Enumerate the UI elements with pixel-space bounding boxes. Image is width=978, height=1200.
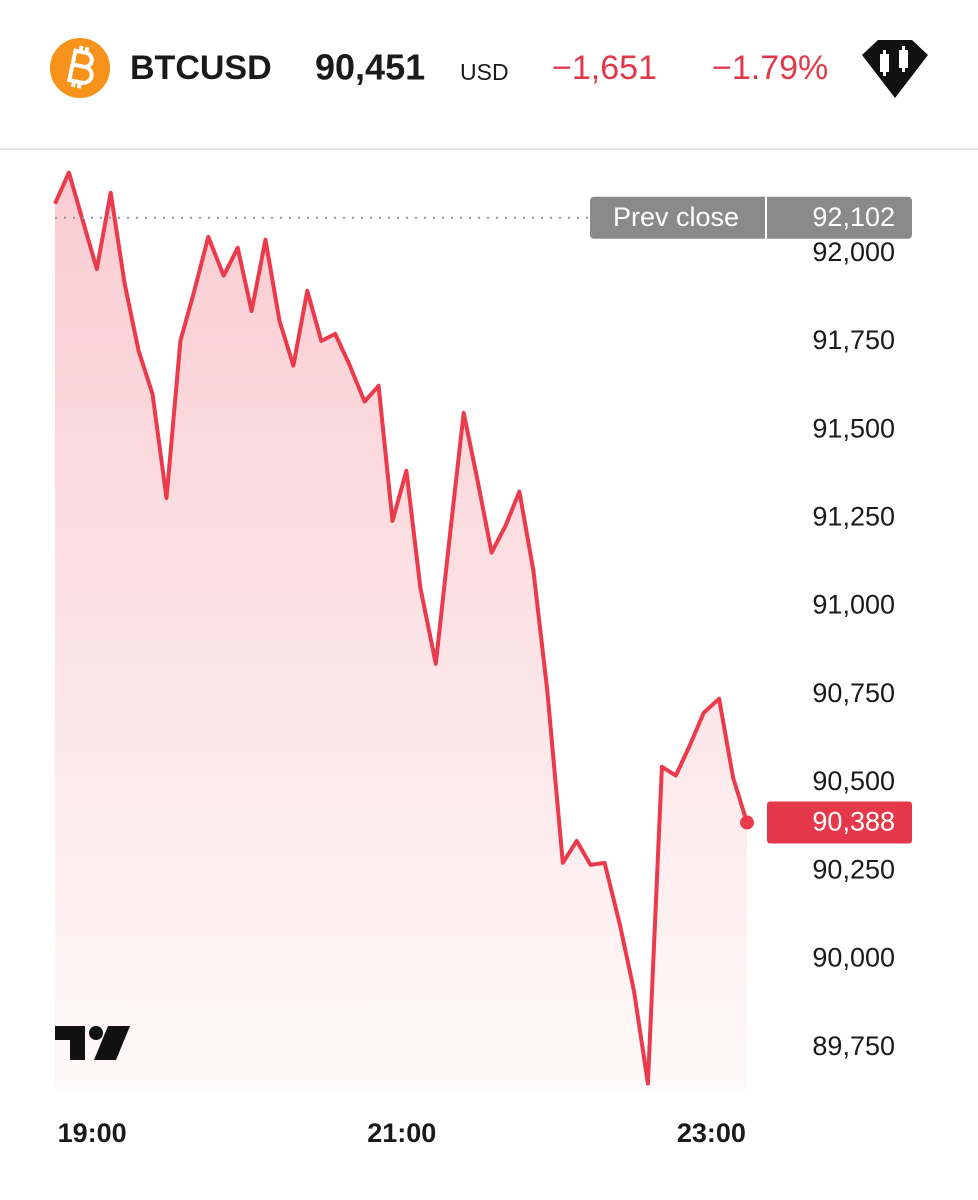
- y-tick-label: 92,000: [812, 237, 895, 267]
- tv-logo: [55, 1026, 130, 1060]
- symbol: BTCUSD: [130, 49, 272, 87]
- price-line: [53, 170, 749, 1086]
- y-tick-label: 91,250: [812, 502, 895, 532]
- currency: USD: [460, 59, 509, 85]
- last-point: [740, 815, 754, 830]
- coin-glyph: [66, 45, 94, 89]
- chart-style-button[interactable]: [862, 40, 928, 98]
- last-price-box: [767, 801, 912, 844]
- area: [55, 172, 747, 1091]
- y-tick-label: 90,250: [812, 854, 895, 884]
- y-tick-label: 91,750: [812, 325, 895, 355]
- x-tick-label: 19:00: [58, 1118, 127, 1148]
- price: 90,451: [315, 47, 425, 88]
- header: BTCUSD 90,451 USD −1,651 −1.79%: [0, 38, 978, 150]
- y-tick-label: 91,500: [812, 413, 895, 443]
- y-tick-label: 91,000: [812, 590, 895, 620]
- change-percent: −1.79%: [712, 49, 828, 87]
- prev-close-name: Prev close: [613, 202, 739, 232]
- prev-close-box: [590, 196, 912, 239]
- prev-close-value: 92,102: [812, 202, 895, 232]
- change: −1,651: [552, 49, 657, 87]
- chart: 89,750 90,000 90,250 90,500 90,750 91,000 91,2…: [53, 170, 912, 1148]
- y-tick-label: 89,750: [812, 1031, 895, 1061]
- x-tick-label: 21:00: [367, 1118, 436, 1148]
- last-price-label: 90,388: [812, 807, 895, 837]
- y-tick-label: 90,500: [812, 766, 895, 796]
- y-tick-label: 90,750: [812, 678, 895, 708]
- x-tick-label: 23:00: [677, 1118, 746, 1148]
- y-tick-label: 90,000: [812, 943, 895, 973]
